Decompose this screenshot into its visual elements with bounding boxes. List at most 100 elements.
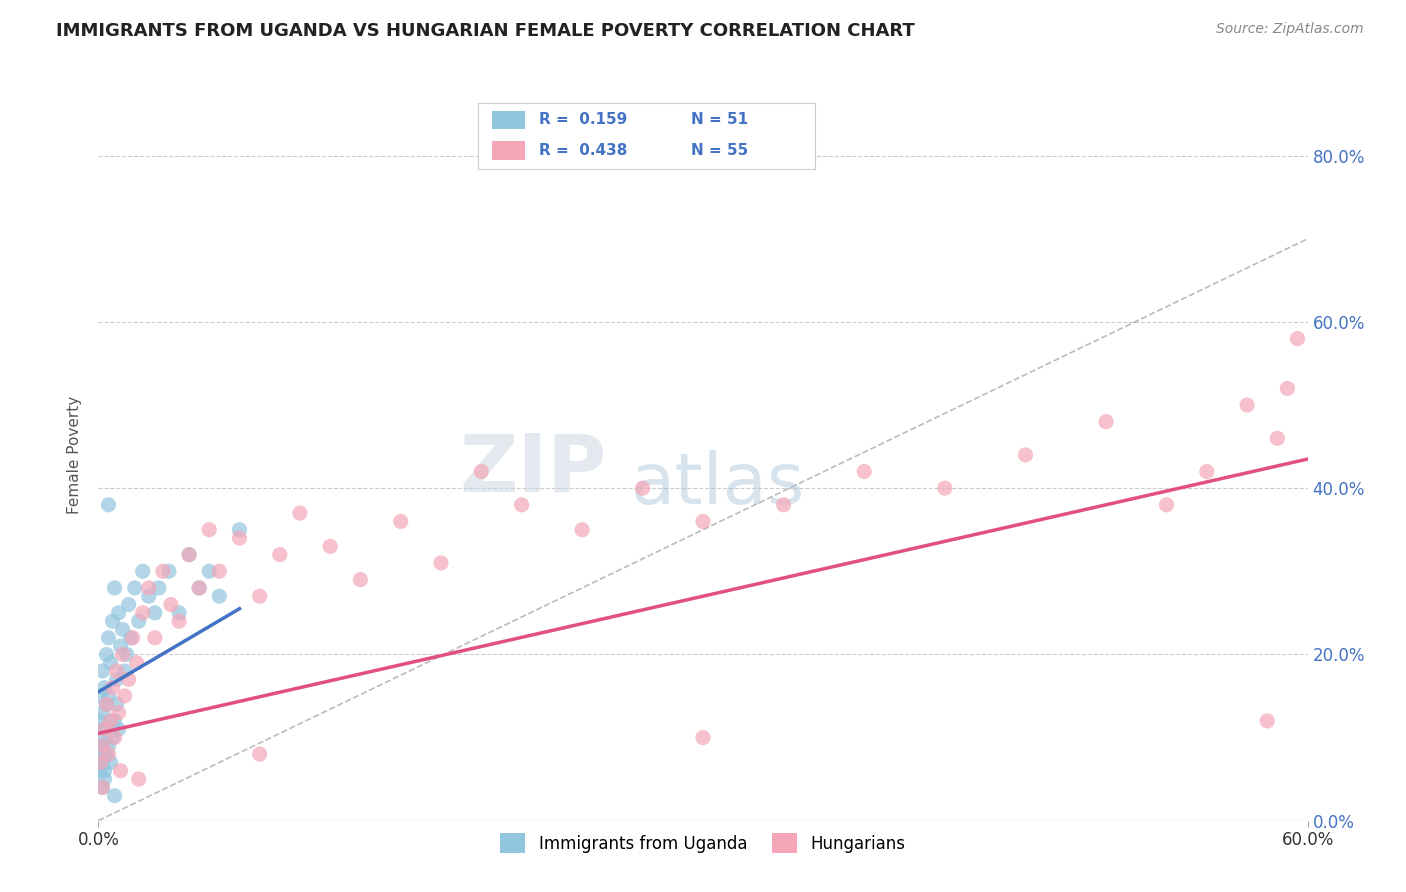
Point [96,698,118,712]
Point [89,731,111,745]
Point [107,706,129,720]
Point [114,689,136,703]
Point [228,531,250,545]
Point [128,772,150,786]
Point [179,548,201,562]
Text: N = 51: N = 51 [690,112,748,128]
Point [430,556,453,570]
Point [91,780,114,795]
Point [269,548,291,562]
Point [101,614,124,628]
Point [89,714,111,728]
Point [228,523,250,537]
Point [93,723,115,737]
Point [121,631,143,645]
Point [319,539,342,553]
Point [91,664,114,678]
Point [97,498,120,512]
Point [208,589,231,603]
Point [208,564,231,578]
Point [157,564,180,578]
Point [107,606,129,620]
Point [692,515,714,529]
Point [389,515,412,529]
Point [89,764,111,778]
Point [101,731,124,745]
Bar [492,111,526,129]
Point [1256,714,1278,728]
Text: N = 55: N = 55 [690,144,748,158]
Point [103,581,125,595]
Point [100,756,122,770]
Point [91,706,114,720]
Point [110,764,132,778]
Point [97,747,120,761]
Point [132,564,155,578]
Text: Source: ZipAtlas.com: Source: ZipAtlas.com [1216,22,1364,37]
Point [148,581,170,595]
Point [934,481,956,495]
Point [103,714,125,728]
Point [97,739,120,753]
Point [349,573,371,587]
Point [1236,398,1258,412]
Point [571,523,593,537]
Point [118,598,141,612]
Point [96,747,118,761]
Bar [492,141,526,160]
Point [115,648,138,662]
Point [107,723,129,737]
Point [89,689,111,703]
Point [772,498,794,512]
Point [138,581,160,595]
Point [167,606,190,620]
Point [510,498,533,512]
Text: R =  0.438: R = 0.438 [538,144,627,158]
Point [249,589,271,603]
Point [100,656,122,670]
Point [1286,332,1309,346]
Y-axis label: Female Poverty: Female Poverty [67,396,83,514]
Point [1267,431,1289,445]
Point [110,639,132,653]
Point [179,548,201,562]
Point [91,739,114,753]
Point [97,631,120,645]
Point [111,648,134,662]
Point [91,756,114,770]
Point [91,739,114,753]
Point [188,581,211,595]
Point [105,698,128,712]
Point [101,681,124,695]
Point [167,614,190,628]
Point [105,673,128,687]
Point [470,465,492,479]
Point [93,772,115,786]
Point [97,689,120,703]
Point [198,523,221,537]
Point [120,631,142,645]
Point [91,780,114,795]
Point [93,681,115,695]
Point [288,506,311,520]
Point [124,581,146,595]
Point [103,789,125,803]
Point [152,564,174,578]
Point [143,631,166,645]
Point [96,698,118,712]
Point [89,747,111,761]
Point [89,756,111,770]
Point [198,564,221,578]
Point [93,764,115,778]
Point [631,481,654,495]
Point [143,606,166,620]
Text: R =  0.159: R = 0.159 [538,112,627,128]
Point [132,606,155,620]
Point [138,589,160,603]
Text: IMMIGRANTS FROM UGANDA VS HUNGARIAN FEMALE POVERTY CORRELATION CHART: IMMIGRANTS FROM UGANDA VS HUNGARIAN FEMA… [56,22,915,40]
Point [1195,465,1218,479]
Point [128,614,150,628]
Point [1095,415,1118,429]
Point [125,656,148,670]
Point [111,623,134,637]
